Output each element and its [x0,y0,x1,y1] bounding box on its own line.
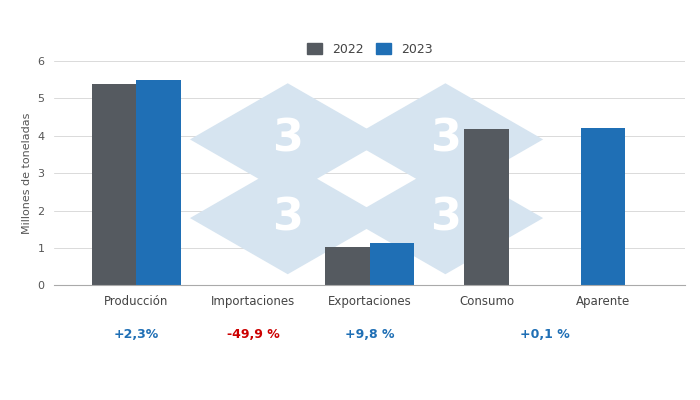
Polygon shape [190,83,386,196]
Text: 3: 3 [272,196,303,240]
Text: +0,1 %: +0,1 % [520,328,570,341]
Text: +2,3%: +2,3% [113,328,159,341]
Legend: 2022, 2023: 2022, 2023 [302,38,438,61]
Y-axis label: Millones de toneladas: Millones de toneladas [22,112,32,234]
Text: 3: 3 [430,196,461,240]
Bar [92,84,136,286]
Text: +9,8 %: +9,8 % [345,328,395,341]
Bar [136,80,181,286]
Polygon shape [190,162,386,274]
Polygon shape [348,162,543,274]
Bar [464,128,509,286]
Bar [581,128,625,286]
Bar [326,247,370,286]
Text: 3: 3 [272,118,303,161]
Text: 3: 3 [430,118,461,161]
Bar [370,243,414,286]
Text: -49,9 %: -49,9 % [227,328,279,341]
Polygon shape [348,83,543,196]
